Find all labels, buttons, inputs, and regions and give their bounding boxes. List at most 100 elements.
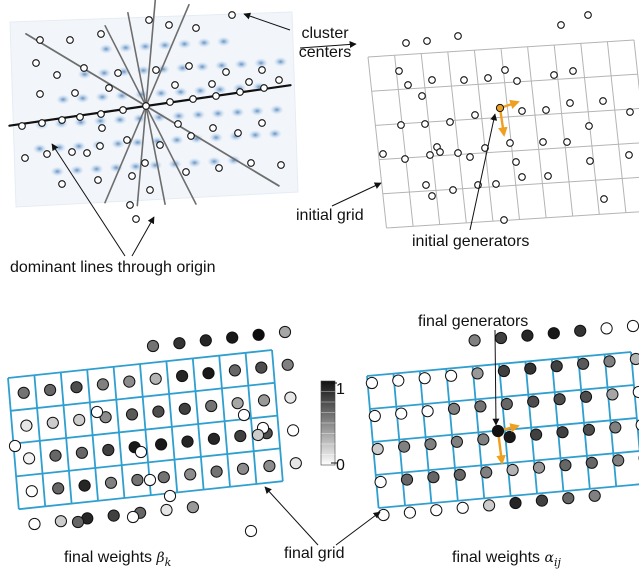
cluster-center xyxy=(80,64,88,72)
beta-point xyxy=(181,435,194,448)
grid-point xyxy=(402,39,410,47)
cluster-center xyxy=(18,122,26,130)
cluster-center xyxy=(228,11,236,19)
grid-point xyxy=(401,155,409,163)
beta-point xyxy=(134,445,148,459)
grid-point xyxy=(428,76,436,84)
beta-point xyxy=(251,428,265,442)
alpha-point xyxy=(603,355,616,368)
beta-point xyxy=(257,394,271,407)
density-blob xyxy=(156,64,170,75)
cluster-center xyxy=(189,95,197,103)
grid-point xyxy=(626,108,634,116)
alpha-point xyxy=(395,407,408,420)
final-weights-alpha-panel xyxy=(365,319,639,522)
dominant-line xyxy=(25,32,280,187)
cluster-center xyxy=(142,102,150,110)
beta-point xyxy=(126,510,140,524)
beta-point xyxy=(131,473,144,487)
density-blob xyxy=(177,39,192,49)
density-blob xyxy=(99,44,114,54)
alpha-point xyxy=(585,456,598,469)
alpha-point xyxy=(450,435,463,448)
density-blob xyxy=(89,164,104,174)
beta-point xyxy=(90,405,104,419)
grid-point xyxy=(449,186,457,194)
grid-point xyxy=(481,144,489,152)
arrow-to-final-generators xyxy=(492,329,500,426)
cluster-center xyxy=(68,148,76,156)
alpha-point xyxy=(509,496,522,510)
cluster-center xyxy=(32,59,40,67)
grid-point xyxy=(460,76,468,84)
cluster-center xyxy=(128,172,136,180)
grid-point xyxy=(484,74,492,82)
grid-point xyxy=(421,120,429,128)
grid-point xyxy=(569,67,577,75)
cluster-center xyxy=(94,176,102,184)
alpha-point xyxy=(374,475,387,489)
generator-origin xyxy=(495,103,505,113)
beta-point xyxy=(17,386,30,399)
density-blob xyxy=(250,106,265,116)
cluster-center xyxy=(182,168,190,176)
alpha-point xyxy=(392,374,405,387)
final-grid-label: final grid xyxy=(284,545,345,562)
heatmap-background xyxy=(9,11,299,208)
beta-point xyxy=(23,452,36,465)
alpha-point xyxy=(445,369,458,382)
beta-point xyxy=(125,408,139,421)
cluster-center xyxy=(247,159,255,167)
arrow-to-cluster-centers-right xyxy=(299,40,357,49)
density-blob xyxy=(269,104,284,115)
density-blob xyxy=(212,84,227,95)
density-blob xyxy=(95,92,110,102)
colorbar xyxy=(320,380,337,466)
beta-point xyxy=(96,378,110,391)
beta-point xyxy=(104,476,118,489)
cluster-center xyxy=(43,150,51,158)
final-grid-right-line xyxy=(369,384,634,410)
beta-point xyxy=(152,405,165,418)
alpha-point xyxy=(553,393,566,406)
density-blob xyxy=(71,141,86,152)
density-blob xyxy=(211,108,225,119)
colorbar-max-label: 1 xyxy=(336,381,345,398)
beta-point xyxy=(226,331,239,344)
alpha-point xyxy=(371,442,384,456)
alpha-point xyxy=(468,334,481,347)
alpha-point xyxy=(612,454,625,467)
alpha-point xyxy=(480,466,493,479)
cluster-center xyxy=(21,154,29,162)
cluster-center xyxy=(222,68,230,76)
colorbar-min-label: 0 xyxy=(336,457,345,474)
beta-point xyxy=(287,424,300,437)
cluster-center xyxy=(105,84,113,92)
density-blob xyxy=(209,132,224,143)
cluster-center xyxy=(215,164,223,172)
cluster-center xyxy=(119,106,127,114)
cluster-map-panel xyxy=(8,0,299,223)
grid-point xyxy=(428,192,436,200)
grid-point xyxy=(518,107,526,115)
initial-grid-line xyxy=(527,46,547,218)
arrow-to-final-grid-left xyxy=(264,486,319,546)
density-blob xyxy=(230,107,245,118)
alpha-point xyxy=(532,461,546,474)
beta-point xyxy=(202,367,215,380)
alpha-point xyxy=(421,405,434,418)
initial-grid-line xyxy=(367,56,387,229)
final-grid-right-line xyxy=(378,483,639,509)
arrow-to-final-grid-right xyxy=(335,511,381,546)
alpha-point xyxy=(521,329,534,342)
beta-point xyxy=(173,337,186,350)
final-weights-alpha-label: final weights αij xyxy=(452,549,561,570)
density-blob xyxy=(234,59,249,70)
grid-point xyxy=(466,153,474,161)
grid-point xyxy=(544,172,552,180)
cluster-center xyxy=(58,180,66,188)
alpha-point xyxy=(365,376,378,390)
initial-grid-line xyxy=(375,108,639,126)
grid-point xyxy=(586,157,594,165)
